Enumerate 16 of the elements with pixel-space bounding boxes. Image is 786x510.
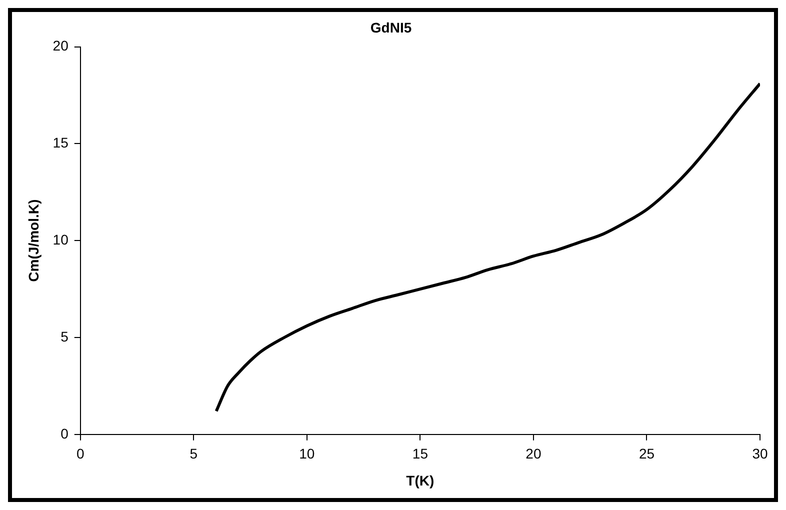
y-tick-label: 20	[52, 38, 69, 54]
x-tick-label: 15	[412, 446, 428, 462]
y-tick-label: 10	[52, 231, 69, 248]
y-axis-title: Cm(J/mol.K)	[25, 199, 42, 282]
x-tick-label: 20	[526, 446, 542, 462]
x-tick-label: 5	[190, 446, 198, 462]
y-tick-label: 5	[60, 328, 69, 344]
y-tick-label: 0	[60, 425, 69, 442]
x-tick-label: 30	[752, 446, 768, 462]
y-tick-label: 15	[52, 134, 69, 151]
line-series	[214, 82, 760, 413]
x-tick-label: 25	[638, 446, 655, 462]
x-tick-label: 10	[299, 446, 315, 462]
chart-title: GdNI5	[370, 19, 412, 36]
x-axis-title: T(K)	[406, 472, 434, 488]
x-tick-label: 0	[76, 446, 84, 462]
